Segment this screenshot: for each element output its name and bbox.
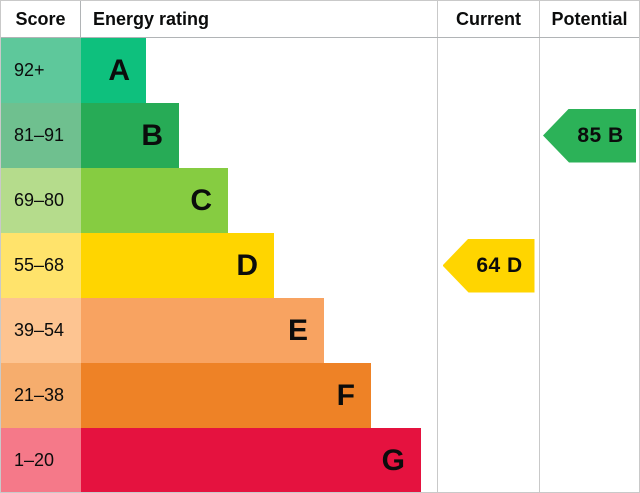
band-track: C — [81, 168, 437, 233]
band-row-d: 55–68 D 64 D — [1, 233, 639, 298]
potential-cell — [539, 298, 639, 363]
potential-cell — [539, 233, 639, 298]
band-score-cell: 55–68 — [1, 233, 81, 298]
band-track: A — [81, 38, 437, 103]
current-cell — [437, 363, 539, 428]
potential-cell: 85 B — [539, 103, 639, 168]
band-score-cell: 69–80 — [1, 168, 81, 233]
band-row-e: 39–54 E — [1, 298, 639, 363]
current-cell — [437, 298, 539, 363]
band-bar: A — [81, 38, 146, 103]
band-bar: B — [81, 103, 179, 168]
band-letter: B — [141, 118, 163, 152]
band-track: G — [81, 428, 437, 492]
current-cell: 64 D — [437, 233, 539, 298]
current-cell — [437, 168, 539, 233]
potential-rating-arrow: 85 B — [543, 108, 636, 163]
band-score-cell: 1–20 — [1, 428, 81, 492]
band-row-c: 69–80 C — [1, 168, 639, 233]
potential-cell — [539, 363, 639, 428]
current-rating-arrow: 64 D — [442, 238, 535, 293]
band-row-g: 1–20 G — [1, 428, 639, 492]
band-bar: C — [81, 168, 228, 233]
band-letter: C — [190, 183, 212, 217]
band-score-cell: 21–38 — [1, 363, 81, 428]
header-potential: Potential — [539, 1, 639, 37]
header-current: Current — [437, 1, 539, 37]
band-row-b: 81–91 B 85 B — [1, 103, 639, 168]
current-cell — [437, 38, 539, 103]
band-score-cell: 39–54 — [1, 298, 81, 363]
potential-cell — [539, 38, 639, 103]
current-rating-label: 64 D — [476, 253, 523, 277]
band-bar: G — [81, 428, 421, 492]
band-track: D — [81, 233, 437, 298]
band-bar: E — [81, 298, 324, 363]
band-track: B — [81, 103, 437, 168]
current-cell — [437, 103, 539, 168]
band-letter: F — [336, 378, 355, 412]
band-score-cell: 92+ — [1, 38, 81, 103]
band-letter: A — [108, 53, 130, 87]
band-bar: F — [81, 363, 371, 428]
potential-cell — [539, 428, 639, 492]
header-row: Score Energy rating Current Potential — [1, 1, 639, 38]
band-letter: D — [236, 248, 258, 282]
band-letter: G — [381, 443, 405, 477]
band-score-cell: 81–91 — [1, 103, 81, 168]
potential-rating-label: 85 B — [577, 123, 624, 147]
potential-cell — [539, 168, 639, 233]
band-track: E — [81, 298, 437, 363]
band-bar: D — [81, 233, 274, 298]
band-track: F — [81, 363, 437, 428]
header-energy-rating: Energy rating — [93, 8, 210, 29]
band-letter: E — [287, 313, 308, 347]
band-row-f: 21–38 F — [1, 363, 639, 428]
header-score: Score — [1, 1, 81, 37]
band-row-a: 92+ A — [1, 38, 639, 103]
current-cell — [437, 428, 539, 492]
